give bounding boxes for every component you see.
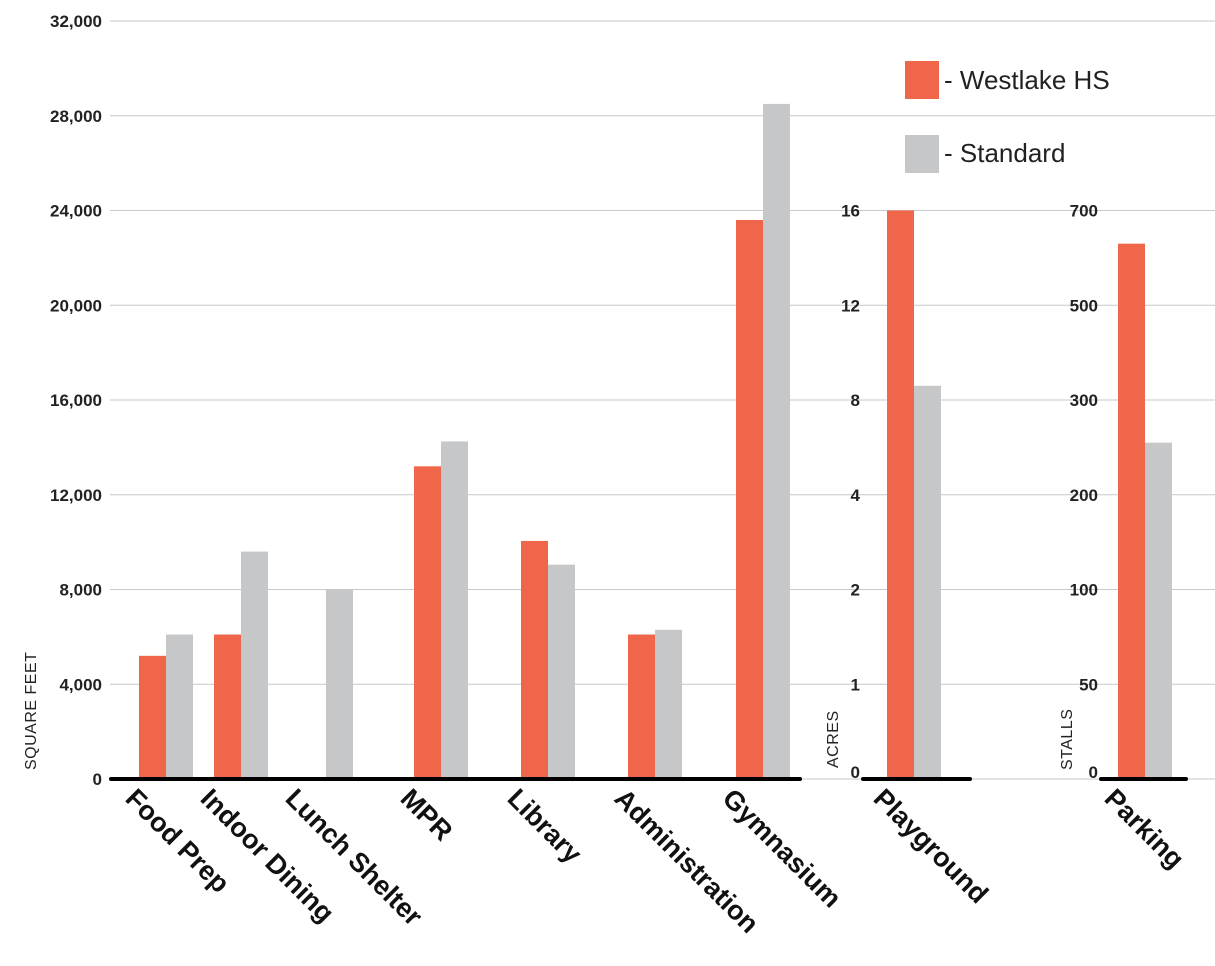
bar-food-prep-westlake-hs <box>139 655 166 779</box>
y-tick-label: 50 <box>1079 675 1098 694</box>
bar-playground-standard <box>914 385 941 779</box>
y-tick-label: 300 <box>1070 391 1098 410</box>
y-tick-label: 16,000 <box>50 391 102 410</box>
category-label-parking: Parking <box>1099 783 1190 874</box>
bar-lunch-shelter-standard <box>326 589 353 779</box>
y-tick-label: 12,000 <box>50 486 102 505</box>
bar-mpr-standard <box>441 441 468 779</box>
y-tick-label: 2 <box>851 581 860 600</box>
y-tick-label: 0 <box>93 770 102 789</box>
y-tick-label: 4,000 <box>59 675 102 694</box>
bar-library-westlake-hs <box>521 540 548 779</box>
bar-playground-westlake-hs <box>887 210 914 779</box>
y-tick-label: 28,000 <box>50 107 102 126</box>
y-tick-label: 100 <box>1070 581 1098 600</box>
y-tick-label: 16 <box>841 202 860 221</box>
y-tick-label: 24,000 <box>50 202 102 221</box>
y-tick-label: 4 <box>851 486 861 505</box>
y-tick-label: 0 <box>851 763 860 782</box>
bars <box>139 103 1172 780</box>
bar-library-standard <box>548 564 575 779</box>
y-tick-label: 20,000 <box>50 296 102 315</box>
y-tick-label: 8 <box>851 391 860 410</box>
bar-administration-standard <box>655 629 682 779</box>
y-axis-title-acres: ACRES <box>825 710 842 768</box>
legend: - Westlake HS - Standard <box>905 61 1110 173</box>
y-axis-title-square-feet: SQUARE FEET <box>23 652 40 770</box>
legend-label-westlake: - Westlake HS <box>944 65 1110 95</box>
bar-gymnasium-westlake-hs <box>736 219 763 780</box>
y-tick-label: 0 <box>1089 763 1098 782</box>
y-tick-label: 500 <box>1070 296 1098 315</box>
bar-mpr-westlake-hs <box>414 466 441 779</box>
category-label-library: Library <box>502 783 588 869</box>
y-axis-title-stalls: STALLS <box>1059 709 1076 770</box>
category-label-mpr: MPR <box>395 783 459 847</box>
gridlines <box>110 20 1215 780</box>
bar-parking-standard <box>1145 442 1172 779</box>
y-tick-label: 700 <box>1070 202 1098 221</box>
bar-gymnasium-standard <box>763 103 790 779</box>
bar-food-prep-standard <box>166 634 193 779</box>
y-tick-label: 32,000 <box>50 12 102 31</box>
legend-label-standard: - Standard <box>944 138 1065 168</box>
y-tick-label: 12 <box>841 296 860 315</box>
bar-parking-westlake-hs <box>1118 243 1145 780</box>
legend-swatch-westlake <box>905 61 939 99</box>
y-tick-label: 200 <box>1070 486 1098 505</box>
tick-labels: 0 4,000 8,000 12,000 16,000 20,000 24,000 28,00… <box>50 12 1098 789</box>
bar-administration-westlake-hs <box>628 634 655 779</box>
legend-swatch-standard <box>905 135 939 173</box>
bar-indoor-dining-westlake-hs <box>214 634 241 779</box>
bar-indoor-dining-standard <box>241 551 268 779</box>
y-tick-label: 1 <box>851 675 860 694</box>
y-tick-label: 8,000 <box>59 581 102 600</box>
category-label-playground: Playground <box>868 783 994 909</box>
